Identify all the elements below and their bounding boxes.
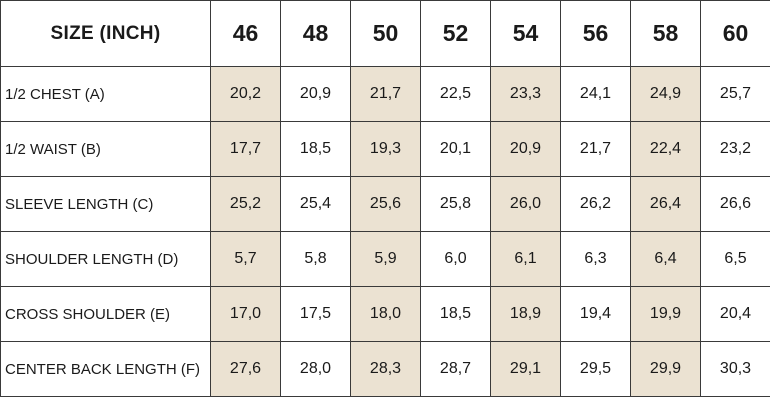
table-cell: 29,5 [560, 341, 631, 397]
table-cell: 25,7 [700, 66, 770, 122]
table-cell: 22,4 [630, 121, 701, 177]
table-cell: 17,5 [280, 286, 351, 342]
table-row: SHOULDER LENGTH (D) 5,7 5,8 5,9 6,0 6,1 … [0, 231, 770, 287]
table-row: CROSS SHOULDER (E) 17,0 17,5 18,0 18,5 1… [0, 286, 770, 342]
table-row: SLEEVE LENGTH (C) 25,2 25,4 25,6 25,8 26… [0, 176, 770, 232]
table-cell: 20,1 [420, 121, 491, 177]
table-cell: 26,4 [630, 176, 701, 232]
table-cell: 20,2 [210, 66, 281, 122]
table-cell: 23,2 [700, 121, 770, 177]
table-cell: 28,3 [350, 341, 421, 397]
size-header: 58 [630, 0, 701, 67]
table-row: 1/2 CHEST (A) 20,2 20,9 21,7 22,5 23,3 2… [0, 66, 770, 122]
table-cell: 26,6 [700, 176, 770, 232]
header-row: SIZE (INCH) 46 48 50 52 54 56 58 60 [0, 0, 770, 67]
table-cell: 20,9 [280, 66, 351, 122]
size-header: 52 [420, 0, 491, 67]
table-cell: 20,9 [490, 121, 561, 177]
size-header: 50 [350, 0, 421, 67]
table-cell: 6,3 [560, 231, 631, 287]
table-cell: 5,8 [280, 231, 351, 287]
table-cell: 25,8 [420, 176, 491, 232]
row-label: 1/2 CHEST (A) [0, 66, 211, 122]
table-cell: 29,9 [630, 341, 701, 397]
row-label: SLEEVE LENGTH (C) [0, 176, 211, 232]
table-cell: 18,9 [490, 286, 561, 342]
table-cell: 23,3 [490, 66, 561, 122]
table-cell: 5,9 [350, 231, 421, 287]
table-cell: 24,9 [630, 66, 701, 122]
table-cell: 5,7 [210, 231, 281, 287]
table-cell: 18,5 [280, 121, 351, 177]
table-cell: 19,4 [560, 286, 631, 342]
table-cell: 21,7 [560, 121, 631, 177]
size-header: 60 [700, 0, 770, 67]
table-cell: 19,9 [630, 286, 701, 342]
row-label: 1/2 WAIST (B) [0, 121, 211, 177]
table-cell: 17,7 [210, 121, 281, 177]
table-cell: 29,1 [490, 341, 561, 397]
table-cell: 26,0 [490, 176, 561, 232]
row-label: CROSS SHOULDER (E) [0, 286, 211, 342]
table-cell: 25,6 [350, 176, 421, 232]
size-header: 54 [490, 0, 561, 67]
table-cell: 30,3 [700, 341, 770, 397]
row-label: SHOULDER LENGTH (D) [0, 231, 211, 287]
table-cell: 6,4 [630, 231, 701, 287]
table-cell: 28,7 [420, 341, 491, 397]
table-cell: 19,3 [350, 121, 421, 177]
table-cell: 25,2 [210, 176, 281, 232]
size-inch-header: SIZE (INCH) [0, 0, 211, 67]
size-header: 46 [210, 0, 281, 67]
table-row: CENTER BACK LENGTH (F) 27,6 28,0 28,3 28… [0, 341, 770, 397]
table-cell: 26,2 [560, 176, 631, 232]
table-cell: 6,1 [490, 231, 561, 287]
size-header: 56 [560, 0, 631, 67]
table-cell: 22,5 [420, 66, 491, 122]
table-cell: 6,5 [700, 231, 770, 287]
table-cell: 6,0 [420, 231, 491, 287]
table-cell: 21,7 [350, 66, 421, 122]
table-cell: 28,0 [280, 341, 351, 397]
table-cell: 17,0 [210, 286, 281, 342]
table-cell: 24,1 [560, 66, 631, 122]
row-label: CENTER BACK LENGTH (F) [0, 341, 211, 397]
size-header: 48 [280, 0, 351, 67]
table-row: 1/2 WAIST (B) 17,7 18,5 19,3 20,1 20,9 2… [0, 121, 770, 177]
table-cell: 20,4 [700, 286, 770, 342]
table-cell: 25,4 [280, 176, 351, 232]
table-cell: 27,6 [210, 341, 281, 397]
table-cell: 18,5 [420, 286, 491, 342]
table-cell: 18,0 [350, 286, 421, 342]
